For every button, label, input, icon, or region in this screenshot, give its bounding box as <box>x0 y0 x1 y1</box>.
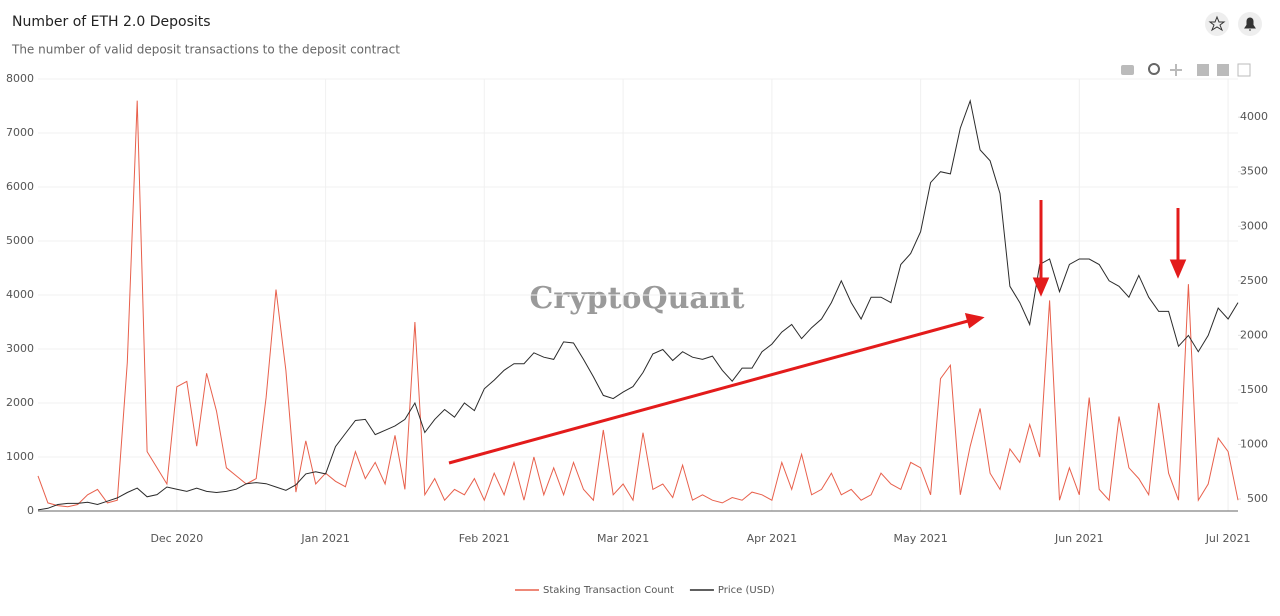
x-tick-label: Jul 2021 <box>1205 532 1251 545</box>
y2-tick-label: 1000 <box>1240 437 1268 450</box>
y-tick-label: 7000 <box>6 126 34 139</box>
annotations <box>448 200 1187 465</box>
y2-tick-label: 3000 <box>1240 219 1268 232</box>
chart-title: Number of ETH 2.0 Deposits <box>12 14 211 30</box>
y2-tick-label: 4000 <box>1240 110 1268 123</box>
toolbar[interactable] <box>1121 63 1251 77</box>
y-tick-label: 6000 <box>6 180 34 193</box>
star-icon <box>1208 15 1226 32</box>
favorite-button[interactable] <box>1205 12 1229 36</box>
zoom-button[interactable] <box>1148 63 1160 75</box>
chart-subtitle: The number of valid deposit transactions… <box>11 43 400 57</box>
x-tick-label: Feb 2021 <box>459 532 510 545</box>
y2-tick-label: 3500 <box>1240 165 1268 178</box>
x-tick-label: Jan 2021 <box>300 532 349 545</box>
data-line <box>37 98 1239 511</box>
arrow-head <box>964 313 985 329</box>
bell-icon <box>1244 17 1256 31</box>
x-tick-label: Apr 2021 <box>747 532 798 545</box>
x-tick-label: Mar 2021 <box>597 532 649 545</box>
arrow-head <box>1169 259 1187 279</box>
y-tick-label: 0 <box>27 504 34 517</box>
zoom-out-button[interactable] <box>1217 64 1229 76</box>
watermark: CryptoQuant <box>529 281 744 316</box>
y2-tick-label: 2000 <box>1240 328 1268 341</box>
top-buttons[interactable] <box>1205 12 1262 36</box>
data-line <box>37 100 1239 508</box>
y-tick-label: 5000 <box>6 234 34 247</box>
x-tick-label: Jun 2021 <box>1054 532 1104 545</box>
y2-tick-label: 500 <box>1247 492 1268 505</box>
camera-button[interactable] <box>1121 65 1134 75</box>
reset-button[interactable] <box>1237 63 1251 77</box>
y2-tick-label: 1500 <box>1240 383 1268 396</box>
legend-label: Staking Transaction Count <box>543 585 674 596</box>
arrow-head <box>1032 277 1050 297</box>
zoom-in-button[interactable] <box>1197 64 1209 76</box>
y-tick-label: 8000 <box>6 72 34 85</box>
legend-label: Price (USD) <box>718 585 775 596</box>
trend-arrow <box>448 319 969 465</box>
pan-button[interactable] <box>1170 64 1182 76</box>
y-tick-label: 3000 <box>6 342 34 355</box>
y-tick-label: 1000 <box>6 450 34 463</box>
y-tick-label: 4000 <box>6 288 34 301</box>
y-tick-label: 2000 <box>6 396 34 409</box>
x-tick-label: Dec 2020 <box>150 532 203 545</box>
y2-tick-label: 2500 <box>1240 274 1268 287</box>
x-tick-label: May 2021 <box>894 532 948 545</box>
